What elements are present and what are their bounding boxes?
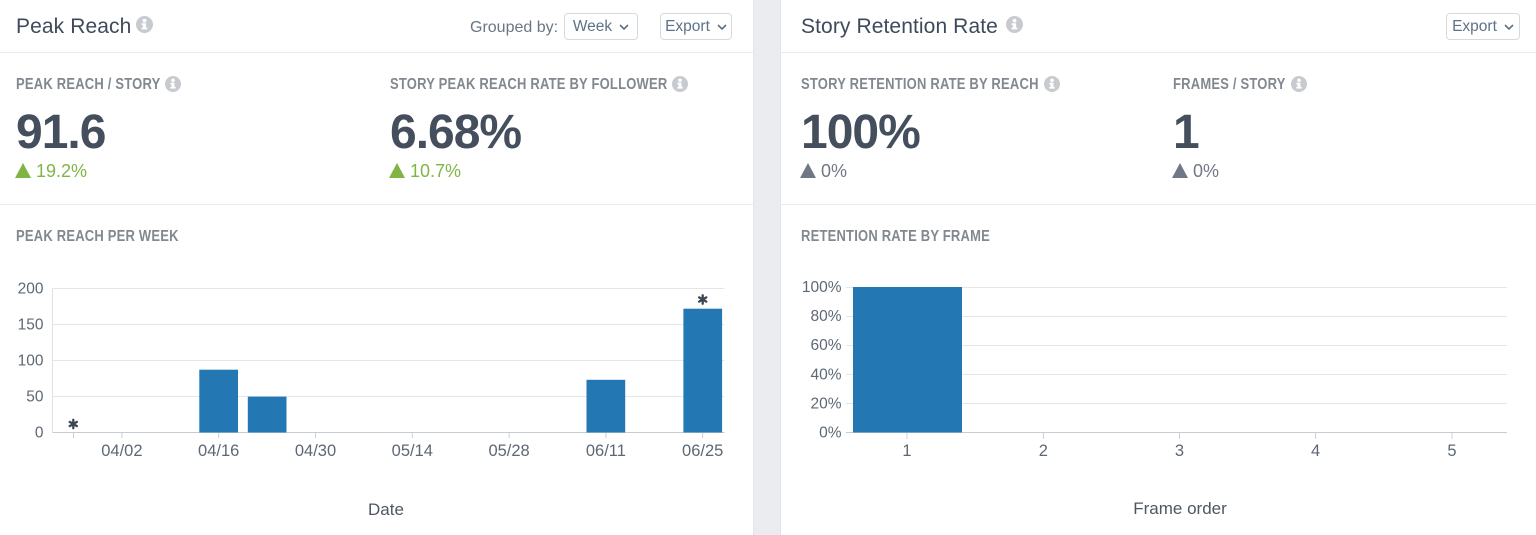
svg-text:Date: Date	[368, 500, 404, 519]
svg-text:04/16: 04/16	[198, 442, 239, 460]
svg-text:100%: 100%	[802, 279, 842, 296]
svg-text:100: 100	[18, 353, 44, 370]
svg-text:Frame order: Frame order	[1133, 499, 1227, 518]
svg-text:06/25: 06/25	[682, 442, 723, 460]
svg-text:0: 0	[35, 425, 44, 442]
svg-text:1: 1	[902, 442, 911, 460]
svg-text:50: 50	[26, 389, 44, 406]
svg-text:80%: 80%	[810, 308, 841, 325]
svg-text:150: 150	[18, 317, 44, 334]
svg-text:4: 4	[1311, 442, 1320, 460]
svg-text:2: 2	[1039, 442, 1048, 460]
svg-text:05/28: 05/28	[488, 442, 529, 460]
svg-text:0%: 0%	[819, 425, 842, 442]
svg-text:60%: 60%	[810, 337, 841, 354]
svg-text:200: 200	[18, 281, 44, 298]
svg-text:5: 5	[1447, 442, 1456, 460]
svg-text:3: 3	[1175, 442, 1184, 460]
svg-text:40%: 40%	[810, 366, 841, 383]
svg-text:06/11: 06/11	[586, 442, 626, 460]
svg-text:04/02: 04/02	[101, 442, 142, 460]
svg-text:20%: 20%	[810, 396, 841, 413]
svg-text:04/30: 04/30	[295, 442, 336, 460]
svg-text:05/14: 05/14	[392, 442, 433, 460]
